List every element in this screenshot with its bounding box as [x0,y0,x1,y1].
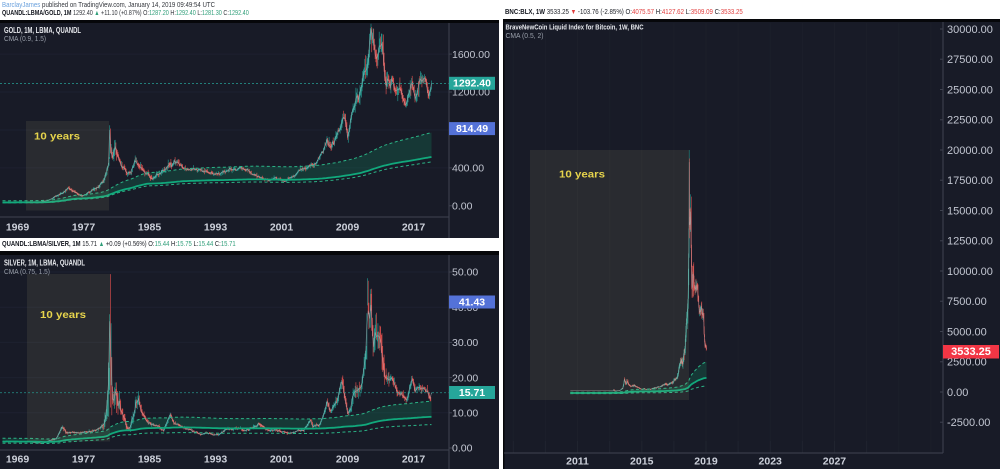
svg-text:0.00: 0.00 [452,443,473,455]
svg-text:1969: 1969 [6,454,30,466]
svg-text:3533.25: 3533.25 [951,346,991,358]
svg-text:SILVER, 1M, LBMA, QUANDL: SILVER, 1M, LBMA, QUANDL [4,259,85,268]
svg-text:400.00: 400.00 [452,163,484,175]
svg-text:10 years: 10 years [559,169,605,181]
svg-text:2019: 2019 [694,456,718,468]
svg-text:7500.00: 7500.00 [947,296,987,308]
svg-text:10.00: 10.00 [452,408,478,420]
svg-text:814.49: 814.49 [456,123,488,135]
svg-text:CMA (0.75, 1.5): CMA (0.75, 1.5) [4,267,50,276]
svg-text:5000.00: 5000.00 [947,326,987,338]
svg-text:1985: 1985 [138,222,162,234]
svg-text:10 years: 10 years [34,131,80,143]
svg-text:2027: 2027 [823,456,847,468]
svg-text:GOLD, 1M, LBMA, QUANDL: GOLD, 1M, LBMA, QUANDL [4,26,81,35]
svg-text:10 years: 10 years [40,309,86,321]
svg-text:17500.00: 17500.00 [947,175,993,187]
svg-text:BraveNewCoin Liquid Index for: BraveNewCoin Liquid Index for Bitcoin, 1… [506,23,644,32]
svg-text:10000.00: 10000.00 [947,266,993,278]
svg-text:1292.40: 1292.40 [453,78,491,90]
svg-text:CMA (0.9, 1.5): CMA (0.9, 1.5) [4,34,46,43]
svg-text:1977: 1977 [72,222,96,234]
svg-text:22500.00: 22500.00 [947,115,993,127]
svg-text:15.71: 15.71 [459,387,485,399]
svg-text:12500.00: 12500.00 [947,236,993,248]
svg-text:2011: 2011 [566,456,589,468]
svg-text:2001: 2001 [270,454,294,466]
svg-text:30.00: 30.00 [452,337,478,349]
svg-text:2015: 2015 [630,456,654,468]
svg-text:1969: 1969 [6,222,30,234]
svg-text:1600.00: 1600.00 [452,49,490,61]
svg-text:1993: 1993 [204,454,228,466]
svg-text:2017: 2017 [402,454,426,466]
svg-text:0.00: 0.00 [947,387,968,399]
svg-text:CMA (0.5, 2): CMA (0.5, 2) [506,33,544,40]
svg-text:2023: 2023 [759,456,783,468]
svg-text:0.00: 0.00 [452,201,473,213]
svg-text:1977: 1977 [72,454,96,466]
svg-text:25000.00: 25000.00 [947,84,993,96]
svg-text:2009: 2009 [336,454,360,466]
svg-text:20.00: 20.00 [452,372,478,384]
svg-text:30000.00: 30000.00 [947,24,993,36]
svg-text:2001: 2001 [270,222,294,234]
svg-text:-2500.00: -2500.00 [947,417,990,429]
svg-text:2017: 2017 [402,222,426,234]
svg-text:41.43: 41.43 [459,296,485,308]
svg-text:50.00: 50.00 [452,267,478,279]
svg-text:20000.00: 20000.00 [947,145,993,157]
svg-text:1993: 1993 [204,222,228,234]
svg-text:2009: 2009 [336,222,360,234]
svg-text:1985: 1985 [138,454,162,466]
svg-text:2500.00: 2500.00 [947,357,987,369]
svg-text:15000.00: 15000.00 [947,205,993,217]
svg-text:27500.00: 27500.00 [947,54,993,66]
